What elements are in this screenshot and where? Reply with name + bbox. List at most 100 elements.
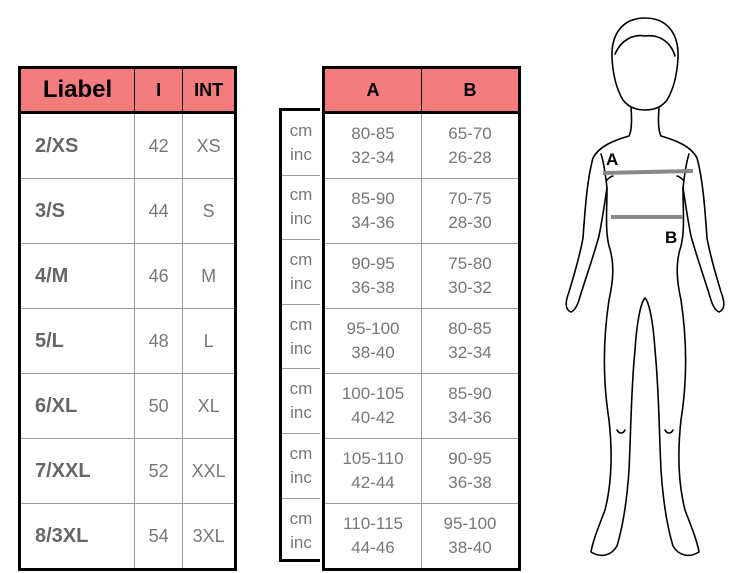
a-cm: 80-85 <box>351 124 395 143</box>
table-row: 6/XL 50 XL <box>19 373 236 439</box>
unit-inc: inc <box>290 209 312 229</box>
unit-cell: cm inc <box>282 176 320 241</box>
figure-armpit-right <box>676 175 684 181</box>
a-cm: 90-95 <box>351 254 395 273</box>
size-it: 50 <box>134 373 184 439</box>
measure-a: 100-105 40-42 <box>323 373 423 439</box>
b-cm: 90-95 <box>448 449 492 468</box>
unit-cm: cm <box>289 314 313 334</box>
table-row: 85-90 34-36 70-75 28-30 <box>323 178 520 244</box>
b-in: 32-34 <box>448 343 492 362</box>
measure-b: 65-70 26-28 <box>421 112 520 179</box>
size-int: XL <box>182 373 236 439</box>
table-row: 100-105 40-42 85-90 34-36 <box>323 373 520 439</box>
table-row: 80-85 32-34 65-70 26-28 <box>323 112 520 179</box>
table-row: 105-110 42-44 90-95 36-38 <box>323 438 520 504</box>
table-row: 110-115 44-46 95-100 38-40 <box>323 503 520 570</box>
unit-cm: cm <box>289 185 313 205</box>
a-in: 40-42 <box>351 408 395 427</box>
a-cm: 95-100 <box>346 319 400 338</box>
unit-cm: cm <box>289 249 313 269</box>
b-cm: 80-85 <box>448 319 492 338</box>
a-in: 32-34 <box>351 148 395 167</box>
unit-cm: cm <box>289 379 313 399</box>
unit-inc: inc <box>290 273 312 293</box>
measurement-table-header: A B <box>323 67 520 114</box>
figure-armpit-left <box>606 175 614 181</box>
table-row: 7/XXL 52 XXL <box>19 438 236 504</box>
size-label: 3/S <box>19 178 135 244</box>
measure-b: 75-80 30-32 <box>421 243 520 309</box>
size-label: 8/3XL <box>19 503 135 570</box>
unit-cm: cm <box>289 120 313 140</box>
a-cm: 110-115 <box>343 514 403 533</box>
measure-b: 80-85 32-34 <box>421 308 520 374</box>
measure-b: 90-95 36-38 <box>421 438 520 504</box>
unit-cell: cm inc <box>282 499 320 564</box>
unit-column: cm inc cm inc cm inc cm inc cm inc cm inc cm in… <box>279 108 320 562</box>
size-label: 7/XXL <box>19 438 135 504</box>
figure-arm-left-inner <box>600 153 608 189</box>
b-cm: 70-75 <box>448 189 492 208</box>
size-it: 46 <box>134 243 184 309</box>
unit-cm: cm <box>289 443 313 463</box>
table-row: 2/XS 42 XS <box>19 112 236 179</box>
a-in: 44-46 <box>351 538 395 557</box>
measure-a: 105-110 42-44 <box>323 438 423 504</box>
measurement-table: A B 80-85 32-34 65-70 26-28 85-90 34-36 70-… <box>322 66 521 571</box>
unit-cell: cm inc <box>282 240 320 305</box>
unit-cell: cm inc <box>282 369 320 434</box>
size-it: 44 <box>134 178 184 244</box>
a-cm: 85-90 <box>351 189 395 208</box>
figure-knee-left <box>616 429 626 434</box>
size-label: 5/L <box>19 308 135 374</box>
size-int: M <box>182 243 236 309</box>
b-in: 28-30 <box>448 213 492 232</box>
measure-a: 85-90 34-36 <box>323 178 423 244</box>
figure-hair <box>614 34 676 57</box>
b-in: 26-28 <box>448 148 492 167</box>
size-label: 6/XL <box>19 373 135 439</box>
unit-inc: inc <box>290 467 312 487</box>
size-int: L <box>182 308 236 374</box>
table-row: 95-100 38-40 80-85 32-34 <box>323 308 520 374</box>
header-b: B <box>421 67 520 114</box>
unit-cm: cm <box>289 508 313 528</box>
unit-inc: inc <box>290 144 312 164</box>
figure-label-a: A <box>606 150 618 169</box>
unit-cell: cm inc <box>282 305 320 370</box>
b-in: 34-36 <box>448 408 492 427</box>
b-cm: 65-70 <box>448 124 492 143</box>
table-row: 8/3XL 54 3XL <box>19 503 236 570</box>
size-table: Liabel I INT 2/XS 42 XS 3/S 44 S 4/M 46 … <box>18 66 237 571</box>
unit-inc: inc <box>290 532 312 552</box>
a-in: 42-44 <box>351 473 395 492</box>
unit-cell: cm inc <box>282 111 320 176</box>
unit-cell: cm inc <box>282 434 320 499</box>
b-in: 30-32 <box>448 278 492 297</box>
measure-b: 85-90 34-36 <box>421 373 520 439</box>
measure-b: 95-100 38-40 <box>422 504 520 570</box>
figure-head <box>611 17 679 111</box>
a-cm: 100-105 <box>341 384 405 403</box>
header-it: I <box>134 67 184 114</box>
header-int: INT <box>182 67 236 114</box>
table-row: 3/S 44 S <box>19 178 236 244</box>
measure-a: 90-95 36-38 <box>323 243 423 309</box>
a-in: 38-40 <box>351 343 395 362</box>
size-label: 4/M <box>19 243 135 309</box>
a-cm: 105-110 <box>342 449 404 468</box>
size-it: 54 <box>134 503 184 570</box>
measure-a: 95-100 38-40 <box>323 308 423 374</box>
figure-outline <box>565 107 725 557</box>
size-label: 2/XS <box>19 112 135 179</box>
b-in: 38-40 <box>448 538 492 557</box>
size-int: 3XL <box>192 525 225 546</box>
b-cm: 95-100 <box>443 514 497 533</box>
figure-arm-right-inner <box>682 153 690 189</box>
size-int: XXL <box>182 438 236 504</box>
measure-a: 80-85 32-34 <box>323 112 423 179</box>
unit-inc: inc <box>290 403 312 423</box>
a-in: 34-36 <box>351 213 395 232</box>
b-in: 36-38 <box>448 473 492 492</box>
